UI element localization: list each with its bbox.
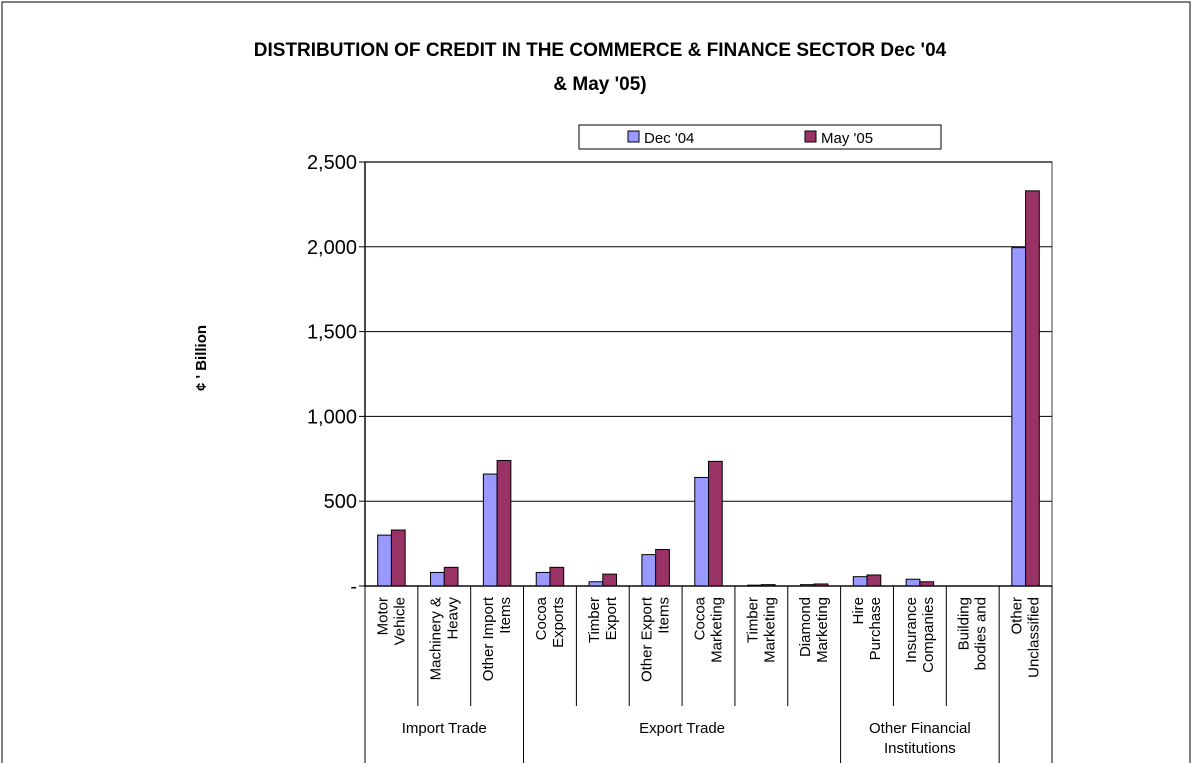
bar-dec-04 [905, 578, 921, 587]
bar-may-05 [443, 566, 459, 587]
bar-dec-04 [852, 576, 868, 587]
bar-may-05 [708, 460, 723, 587]
category-label: InsuranceCompanies [903, 597, 937, 673]
chart-title-line-1: DISTRIBUTION OF CREDIT IN THE COMMERCE &… [254, 40, 947, 61]
category-label: Buildingbodies and [956, 597, 990, 670]
chart-title-line-2: & May '05) [553, 74, 646, 95]
y-tick-label: 1,000 [307, 406, 357, 428]
bar-may-05 [496, 459, 512, 587]
legend-label-dec-04: Dec '04 [644, 130, 694, 147]
category-label: MotorVehicle [374, 597, 408, 645]
category-label: Other ImportItems [480, 596, 514, 681]
category-label: CocoaExports [533, 596, 567, 648]
bar-may-05 [1025, 190, 1040, 587]
category-label: HirePurchase [850, 597, 884, 660]
bar-dec-04 [588, 581, 604, 587]
legend-swatch-may-05 [804, 130, 817, 143]
y-tick-label: 500 [324, 491, 357, 513]
y-tick-label: 2,500 [307, 152, 357, 174]
legend-label-may-05: May '05 [821, 130, 873, 147]
bar-may-05 [919, 581, 935, 587]
bar-may-05 [549, 566, 565, 587]
legend-swatch-dec-04 [627, 130, 640, 143]
bar-may-05 [655, 549, 670, 587]
group-label: Institutions [884, 740, 956, 757]
bar-dec-04 [430, 571, 445, 587]
category-label: TimberMarketing [744, 597, 778, 663]
category-label: OtherUnclassified [1009, 597, 1043, 678]
bar-may-05 [390, 529, 406, 587]
y-tick-label: - [350, 576, 357, 598]
category-label: CocoaMarketing [692, 596, 726, 663]
category-label: Other ExportItems [639, 596, 673, 682]
bar-dec-04 [535, 571, 551, 587]
y-axis-label: ¢ ' Billion [193, 325, 210, 391]
bar-dec-04 [1011, 247, 1027, 587]
group-label: Export Trade [639, 720, 725, 737]
group-label: Other Financial [869, 720, 971, 737]
bar-dec-04 [482, 473, 498, 587]
plot-area: - 500 1,000 1,500 2,000 2,500 MotorVehicle Mach… [307, 152, 1053, 763]
bar-dec-04 [641, 554, 657, 587]
category-label: DiamondMarketing [797, 597, 831, 663]
category-label: TimberExport [586, 596, 620, 643]
category-label: Machinery &Heavy [427, 597, 461, 681]
bar-dec-04 [694, 476, 710, 587]
bar-dec-04 [377, 534, 392, 587]
y-tick-label: 2,000 [307, 237, 357, 259]
y-tick-label: 1,500 [307, 322, 357, 344]
legend: Dec '04 May '05 [578, 124, 942, 150]
bar-may-05 [866, 574, 882, 587]
bar-may-05 [602, 573, 618, 587]
group-label: Import Trade [402, 720, 487, 737]
